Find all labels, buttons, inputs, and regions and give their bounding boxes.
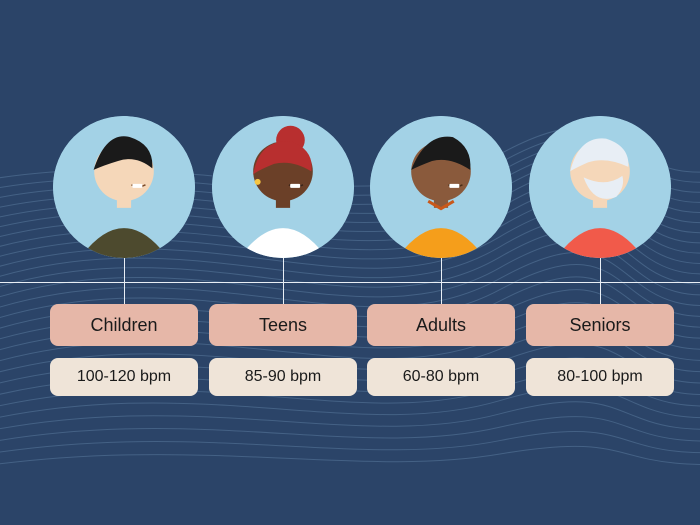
groups-row xyxy=(0,0,700,525)
avatar-circle xyxy=(53,116,195,258)
avatar-circle xyxy=(370,116,512,258)
avatar-circle xyxy=(529,116,671,258)
category-label: Teens xyxy=(259,315,307,336)
children-value-pill: 100-120 bpm xyxy=(50,358,198,396)
value-label: 85-90 bpm xyxy=(245,368,322,386)
teens-avatar xyxy=(212,116,354,258)
adults-value-pill: 60-80 bpm xyxy=(367,358,515,396)
children-avatar xyxy=(53,116,195,258)
adults-category-pill: Adults xyxy=(367,304,515,346)
value-label: 60-80 bpm xyxy=(403,368,480,386)
children-category-pill: Children xyxy=(50,304,198,346)
value-label: 80-100 bpm xyxy=(557,368,642,386)
connector-stem xyxy=(124,258,125,304)
seniors-avatar xyxy=(529,116,671,258)
connector-stem xyxy=(600,258,601,304)
avatar-circle xyxy=(212,116,354,258)
seniors-category-pill: Seniors xyxy=(526,304,674,346)
connector-stem xyxy=(283,258,284,304)
seniors-value-pill: 80-100 bpm xyxy=(526,358,674,396)
teens-category-pill: Teens xyxy=(209,304,357,346)
value-label: 100-120 bpm xyxy=(77,368,171,386)
adults-avatar xyxy=(370,116,512,258)
teens-value-pill: 85-90 bpm xyxy=(209,358,357,396)
category-label: Seniors xyxy=(569,315,630,336)
category-label: Adults xyxy=(416,315,466,336)
infographic-canvas: Children 100-120 bpm Teens 85-90 bpm Adult… xyxy=(0,0,700,525)
connector-stem xyxy=(441,258,442,304)
category-label: Children xyxy=(90,315,157,336)
